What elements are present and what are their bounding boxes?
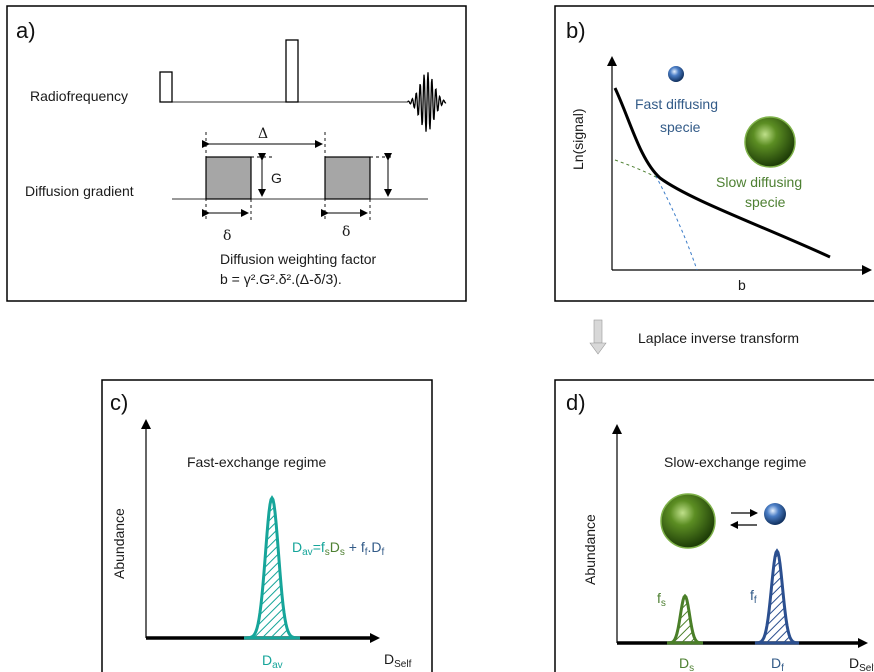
- transform-label: Laplace inverse transform: [638, 330, 799, 346]
- panel-c: c) Abundance Fast-exchange regime Dav=fs…: [101, 379, 433, 672]
- eq-sub-df: f: [382, 547, 385, 558]
- transform-arrow-shaft: [593, 319, 603, 344]
- signal-decay-curve: [613, 87, 831, 259]
- slow-component-line: [614, 159, 659, 179]
- panel-d-title: Slow-exchange regime: [664, 454, 807, 470]
- panel-a-label: a): [16, 18, 36, 43]
- average-diffusion-peak: [244, 495, 300, 640]
- small-delta-label-1: δ: [223, 228, 231, 244]
- panel-b: b) Ln(signal) b Fast diffusing specie Sl…: [554, 5, 874, 302]
- panel-b-label: b): [566, 18, 586, 43]
- ff-label: ff: [750, 587, 757, 606]
- echo-signal: [407, 72, 447, 132]
- panel-d-label: d): [566, 390, 586, 415]
- eq-sub-ff: f: [365, 547, 368, 558]
- slow-species-peak: [667, 593, 703, 645]
- rf-pulse-180: [285, 39, 299, 103]
- eq-dot-d: .D: [368, 539, 382, 555]
- panel-d-y-label: Abundance: [582, 514, 598, 585]
- gradient-pulse-2: [324, 156, 371, 200]
- slow-species-label-1: Slow diffusing: [716, 174, 802, 190]
- panel-d: d) Abundance Slow-exchange regime fs ff …: [554, 379, 874, 672]
- eq-equals: =f: [313, 539, 325, 555]
- fast-species-sphere-icon: [668, 66, 684, 82]
- g-label: G: [271, 170, 282, 186]
- average-diffusion-equation: Dav=fsDs + ff.Df: [292, 539, 385, 558]
- fast-species-label-2: specie: [660, 119, 701, 135]
- transform-arrow-icon: [589, 342, 607, 355]
- fast-species-sphere-icon-d: [764, 503, 786, 525]
- panel-b-y-label: Ln(signal): [570, 109, 586, 170]
- panel-a: a) Radiofrequency Diffusion gradient Δ G: [6, 5, 467, 302]
- fast-component-line: [649, 164, 698, 271]
- rf-pulse-90: [159, 71, 173, 103]
- eq-sub-ds: s: [340, 547, 345, 558]
- fs-label: fs: [657, 590, 666, 609]
- panel-d-x-label: DSelf: [849, 655, 874, 672]
- weighting-factor-formula: b = γ².G².δ².(Δ-δ/3).: [220, 271, 342, 287]
- eq-d-av: D: [292, 539, 302, 555]
- big-delta-label: Δ: [258, 126, 268, 142]
- panel-b-x-label: b: [738, 277, 746, 293]
- slow-species-sphere-icon-d: [660, 493, 716, 549]
- panel-c-label: c): [110, 390, 128, 415]
- fast-species-peak: [754, 548, 800, 645]
- small-delta-label-2: δ: [342, 224, 350, 240]
- gradient-pulse-1: [205, 156, 252, 200]
- slow-species-label-2: specie: [745, 194, 786, 210]
- laplace-transform: Laplace inverse transform: [589, 319, 799, 355]
- slow-species-sphere-icon: [744, 116, 796, 168]
- eq-sub-fs: s: [325, 547, 330, 558]
- eq-d-s: D: [330, 539, 340, 555]
- fast-species-label-1: Fast diffusing: [635, 96, 718, 112]
- panel-c-title: Fast-exchange regime: [187, 454, 327, 470]
- peak-c-label: Dav: [262, 652, 283, 671]
- panel-c-x-label: DSelf: [384, 651, 412, 670]
- panel-c-y-label: Abundance: [111, 508, 127, 579]
- radiofrequency-label: Radiofrequency: [30, 88, 128, 104]
- df-label: Df: [771, 655, 784, 672]
- eq-plus-f: + f: [345, 539, 365, 555]
- ds-label: Ds: [679, 655, 694, 672]
- diffusion-gradient-label: Diffusion gradient: [25, 183, 134, 199]
- eq-sub-av: av: [302, 547, 313, 558]
- weighting-factor-title: Diffusion weighting factor: [220, 251, 376, 267]
